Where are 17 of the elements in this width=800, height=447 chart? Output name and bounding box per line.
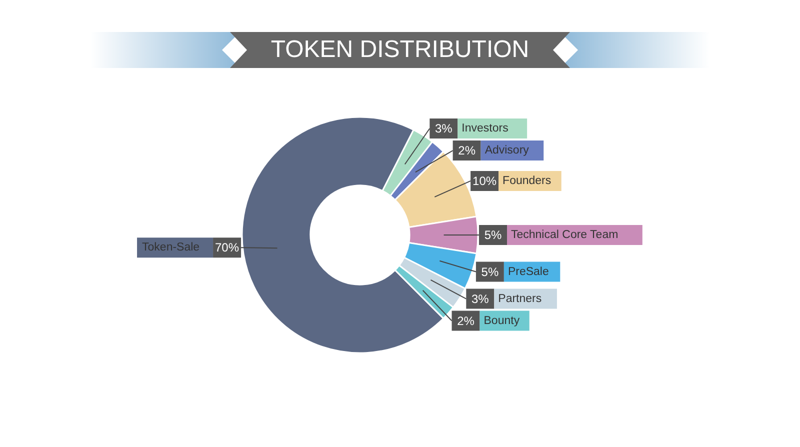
slice-label: Investors [462, 122, 509, 135]
slice-label: Technical Core Team [511, 229, 618, 241]
slice-label: Founders [502, 174, 552, 187]
slice-label: Advisory [484, 144, 530, 157]
slice-label: Partners [498, 292, 542, 305]
slice-label: Bounty [484, 314, 520, 327]
data-label: 10% [472, 174, 497, 188]
data-label: 70% [215, 240, 240, 255]
data-label: 2% [457, 314, 475, 328]
data-label: 3% [434, 122, 453, 136]
data-label: 5% [484, 228, 502, 242]
data-label: 3% [471, 292, 490, 306]
chart-title: TOKEN DISTRIBUTION [270, 36, 530, 63]
data-label: 2% [458, 144, 476, 158]
slice-label: Token-Sale [142, 242, 200, 254]
slice-label: PreSale [508, 266, 549, 278]
data-label: 5% [481, 264, 499, 279]
